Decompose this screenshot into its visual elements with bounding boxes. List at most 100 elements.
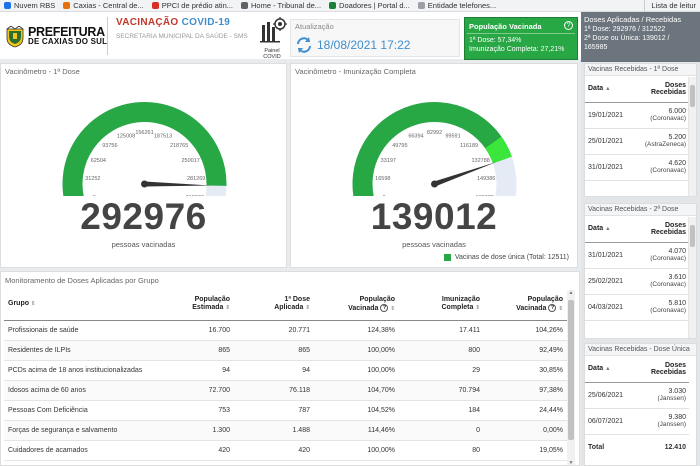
- row-doses: 5.810 (Coronavac): [636, 294, 689, 321]
- column-header[interactable]: População Vacinada ? ⇕: [484, 289, 567, 321]
- value-cell: 104,52%: [314, 400, 399, 421]
- primeira-dose-percent: 1ª Dose: 57,34%: [469, 37, 522, 44]
- vaccine-name: (Janssen): [657, 421, 686, 428]
- header-line2: Aplicada: [274, 304, 304, 312]
- imunizacao-completa-percent: Imunização Completa: 27,21%: [469, 46, 565, 53]
- gauge-tick-label: 62504: [91, 158, 106, 164]
- row-date: 31/01/2021: [585, 154, 634, 181]
- sort-icon[interactable]: ▲: [605, 226, 611, 233]
- help-icon[interactable]: ?: [380, 303, 389, 312]
- col-data-header[interactable]: Data ▲: [585, 356, 637, 383]
- column-header-label: Grupo: [8, 300, 29, 307]
- reading-list-button[interactable]: Lista de leitur: [644, 0, 700, 11]
- sort-icon[interactable]: ⇕: [475, 305, 480, 312]
- bookmark-item[interactable]: Home - Tribunal de...: [237, 0, 325, 11]
- scrollbar[interactable]: [688, 217, 696, 338]
- scrollbar[interactable]: ▲ ▼: [567, 290, 575, 466]
- atualizacao-label: Atualização: [295, 22, 334, 31]
- prefeitura-logo[interactable]: PREFEITURA DE CAXIAS DO SUL: [5, 26, 107, 48]
- column-header-label: População Vacinada ?: [348, 296, 395, 312]
- value-cell: 865: [234, 340, 314, 361]
- table-row: Cuidadores de acamados 420 420 100,00% 80 19,…: [4, 440, 567, 461]
- bookmark-item[interactable]: Nuvem RBS: [0, 0, 59, 11]
- value-cell: 97,38%: [484, 380, 567, 401]
- value-cell: 76.118: [234, 380, 314, 401]
- col-data-header[interactable]: Data ▲: [585, 216, 637, 243]
- vacinometro1-title: Vacinômetro - 1ª Dose: [5, 67, 80, 76]
- column-header-label: Imunização Completa: [441, 296, 480, 311]
- painel-covid-link[interactable]: Painel COVID: [256, 17, 288, 60]
- sort-icon[interactable]: ⇕: [225, 305, 230, 312]
- row-doses: 9.380 (Janssen): [637, 408, 689, 435]
- header-line2: Estimada: [192, 304, 224, 312]
- doses-primeira: 1ª Dose: 292976 / 312522: [584, 26, 666, 33]
- doses-value: 3.030: [668, 388, 686, 395]
- column-header[interactable]: 1ª Dose Aplicada ⇕: [234, 289, 314, 321]
- bookmark-item[interactable]: Caxias - Central de...: [59, 0, 147, 11]
- bookmark-favicon-icon: [329, 2, 337, 9]
- value-cell: 420: [234, 440, 314, 461]
- table-row: Forças de segurança e salvamento 1.300 1.4…: [4, 420, 567, 441]
- vacinometro-completa-panel: Vacinômetro - Imunização Completa 0 16598…: [290, 63, 578, 268]
- col-doses-header[interactable]: Doses Recebidas: [633, 76, 689, 103]
- value-cell: 800: [399, 340, 484, 361]
- column-header-label: População Estimada: [192, 296, 230, 311]
- scrollbar[interactable]: [688, 77, 696, 196]
- gauge-tick-label: 66394: [408, 133, 423, 139]
- gauge-tick-label: 33197: [381, 158, 396, 164]
- column-header[interactable]: População Estimada ⇕: [154, 289, 234, 321]
- table-row: Residentes de ILPIs 865 865 100,00% 800 92,49…: [4, 340, 567, 361]
- help-icon[interactable]: ?: [564, 21, 573, 30]
- row-date: 31/01/2021: [585, 242, 637, 269]
- bookmark-item[interactable]: Doadores | Portal d...: [325, 0, 414, 11]
- bookmark-item[interactable]: Entidade telefones...: [414, 0, 500, 11]
- row-doses: 3.030 (Janssen): [637, 382, 689, 409]
- col-doses-header[interactable]: Doses Recebidas: [637, 356, 689, 383]
- bookmark-favicon-icon: [4, 2, 11, 9]
- refresh-icon[interactable]: [295, 37, 313, 53]
- sort-icon[interactable]: ▲: [605, 86, 611, 93]
- divider: [467, 33, 575, 34]
- col-data-header[interactable]: Data ▲: [585, 76, 634, 103]
- value-cell: 0: [399, 420, 484, 441]
- column-header[interactable]: Grupo ⇕: [4, 289, 154, 321]
- value-cell: 104,26%: [484, 320, 567, 341]
- value-cell: 72.700: [154, 380, 234, 401]
- gauge-needle: [144, 181, 211, 187]
- vaccine-name: (Coronavac): [650, 307, 686, 314]
- sort-icon[interactable]: ⇕: [390, 305, 395, 312]
- painel-covid-label: Painel COVID: [263, 48, 281, 60]
- col-doses-header[interactable]: Doses Recebidas: [636, 216, 689, 243]
- sort-icon[interactable]: ⇕: [305, 305, 310, 312]
- vacinas3-table: Data ▲ Doses Recebidas 25/06/2021 3.030 (Ja…: [585, 356, 689, 460]
- column-header[interactable]: Imunização Completa ⇕: [399, 289, 484, 321]
- vacinometro-1dose-panel: Vacinômetro - 1ª Dose 0 31252 62504 9375612…: [0, 63, 287, 268]
- sort-icon[interactable]: ⇕: [558, 305, 563, 312]
- vacinas2-title: Vacinas Recebidas - 2ª Dose: [585, 204, 696, 216]
- gauge-tick-label: 0: [93, 195, 96, 196]
- value-cell: 184: [399, 400, 484, 421]
- vaccine-name: (Coronavac): [650, 281, 686, 288]
- table-row: 06/07/2021 9.380 (Janssen): [585, 408, 689, 435]
- total-value: 12.410: [664, 443, 686, 451]
- city-crest-icon: [6, 26, 24, 48]
- row-date: 19/01/2021: [585, 102, 634, 129]
- vacinometro1-value: 292976: [80, 196, 207, 237]
- sort-icon[interactable]: ▲: [605, 366, 611, 373]
- sort-icon[interactable]: ⇕: [31, 301, 36, 308]
- column-header[interactable]: População Vacinada ? ⇕: [314, 289, 399, 321]
- table-row: 04/03/2021 5.810 (Coronavac): [585, 294, 689, 321]
- header-line2: Vacinada: [348, 304, 379, 312]
- gauge-tick-label: 149386: [477, 176, 495, 182]
- doses-aplicadas-box: Doses Aplicadas / Recebidas 1ª Dose: 292…: [581, 12, 700, 62]
- gauge-tick-label: 156261: [135, 130, 153, 136]
- table-row: 25/01/2021 5.200 (AstraZeneca): [585, 128, 689, 155]
- doses-value: 5.810: [668, 300, 686, 307]
- vacinas1-table: Data ▲ Doses Recebidas 19/01/2021 6.000 (Co…: [585, 76, 689, 181]
- help-icon[interactable]: ?: [548, 303, 557, 312]
- bookmark-favicon-icon: [151, 2, 159, 9]
- bookmark-item[interactable]: PPCI de prédio atin...: [148, 0, 237, 11]
- group-name-cell: Pessoas Com Deficiência: [4, 400, 154, 421]
